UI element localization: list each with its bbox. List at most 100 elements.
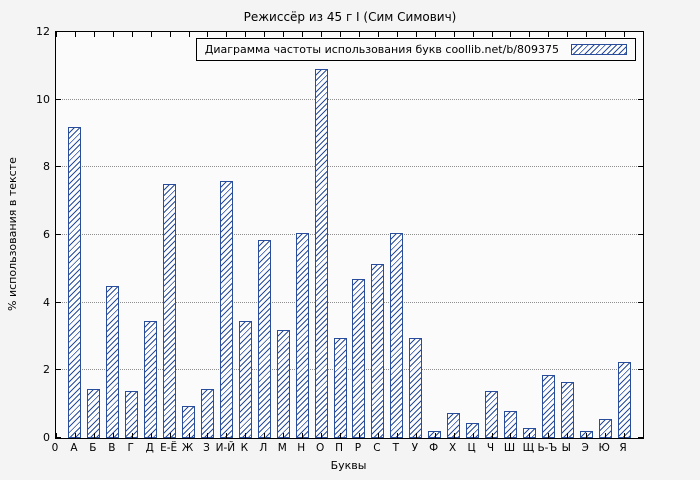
x-tick-mark [283,433,285,438]
y-tick-mark [56,31,61,32]
x-tick-label: Ч [486,442,495,454]
y-tick-mark [56,166,61,168]
x-axis-label: Буквы [330,459,367,472]
x-tick-label: М [277,442,287,454]
gridline [56,98,643,100]
x-tick-mark [340,433,342,438]
x-tick-mark [169,433,171,438]
y-tick-mark [638,369,643,371]
x-tick-mark [56,32,57,37]
x-tick-label: Ж [181,442,194,454]
x-tick-label: Щ [522,442,535,454]
bar-О [314,69,328,438]
x-tick-mark [586,32,588,37]
x-tick-label: У [411,442,418,454]
x-tick-mark [283,32,285,37]
y-tick-mark [638,301,643,303]
x-tick-label: Ц [467,442,476,454]
x-tick-mark [396,433,398,438]
bar-Г [125,390,139,438]
x-tick-mark [245,433,247,438]
legend-label: Диаграмма частоты использования букв coo… [204,43,559,56]
x-tick-label: К [240,442,249,454]
bar-П [333,338,347,438]
y-tick-mark [638,234,643,235]
y-tick-label: 12 [36,25,50,38]
x-tick-mark [188,433,190,438]
x-tick-mark [377,433,379,438]
bar-У [409,338,423,438]
x-tick-label: Н [297,442,306,454]
x-tick-mark [131,32,133,37]
x-tick-label: А [70,442,78,454]
x-tick-mark [207,32,209,37]
x-tick-label: Я [619,442,627,454]
x-tick-label: 0 [51,442,59,454]
x-tick-mark [340,32,342,37]
x-tick-label: Ь-Ъ [537,442,558,454]
bar-К [238,321,252,438]
x-tick-label: Ш [503,442,516,454]
x-tick-mark [112,32,114,37]
x-tick-mark [112,433,114,438]
bar-З [200,388,214,438]
y-tick-mark [638,31,643,32]
gridline [56,234,643,235]
x-tick-mark [529,32,531,37]
x-tick-mark [264,32,266,37]
x-tick-mark [434,32,436,37]
x-tick-label: В [108,442,116,454]
x-tick-mark [624,433,626,438]
x-tick-label: Т [392,442,400,454]
x-tick-mark [358,433,360,438]
x-tick-label: Х [449,442,457,454]
x-tick-mark [93,433,95,438]
x-tick-mark [377,32,379,37]
x-tick-mark [548,32,550,37]
y-tick-mark [56,301,61,303]
y-tick-label: 4 [43,295,50,309]
x-tick-mark [321,32,323,37]
x-tick-mark [586,433,588,438]
x-tick-mark [245,32,247,37]
x-tick-mark [74,32,76,37]
bar-Я [617,361,631,438]
y-tick-mark [638,437,643,438]
x-tick-mark [453,32,455,37]
bar-Д [144,321,158,438]
bar-Ы [560,382,574,438]
x-tick-mark [472,32,474,37]
x-tick-mark [396,32,398,37]
x-tick-mark [567,32,569,37]
bar-Р [352,278,366,438]
x-tick-label: П [335,442,343,454]
y-tick-label: 6 [43,228,50,241]
x-tick-mark [434,433,436,438]
x-tick-mark [226,433,228,438]
y-tick-label: 10 [36,92,50,106]
x-tick-mark [415,433,417,438]
x-tick-mark [567,433,569,438]
x-tick-mark [302,32,304,37]
x-tick-mark [605,433,607,438]
bar-Ь-Ъ [541,375,555,438]
y-tick-mark [638,98,643,100]
bar-Е-Ё [163,184,177,438]
bar-В [106,285,120,438]
x-tick-mark [510,433,512,438]
x-tick-label: Е-Ё [160,442,178,454]
x-tick-label: С [373,442,381,454]
bar-Л [257,240,271,438]
x-tick-mark [188,32,190,37]
x-tick-label: Д [145,442,154,454]
x-tick-mark [93,32,95,37]
x-tick-label: О [315,442,325,454]
x-tick-mark [264,433,266,438]
x-tick-mark [605,32,607,37]
gridline [56,369,643,371]
x-tick-label: Б [89,442,97,454]
x-tick-mark [131,433,133,438]
x-tick-mark [150,433,152,438]
x-tick-mark [207,433,209,438]
